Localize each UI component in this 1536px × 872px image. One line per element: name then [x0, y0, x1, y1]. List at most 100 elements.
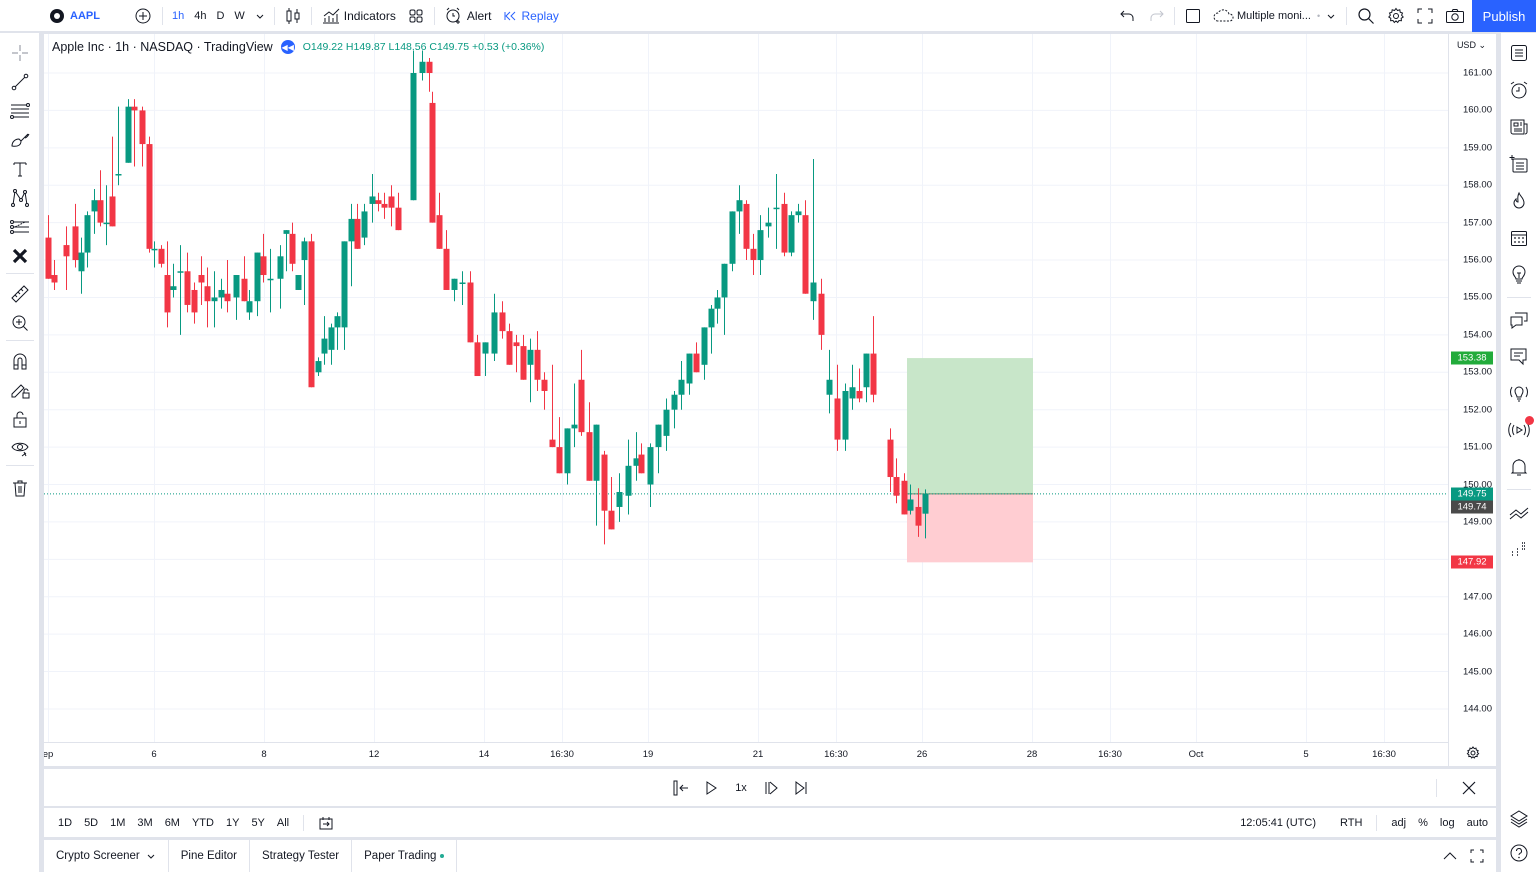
range-1y[interactable]: 1Y — [225, 816, 240, 829]
interval-d[interactable]: D — [216, 9, 225, 22]
undo-icon — [1120, 10, 1134, 21]
compare-add-button[interactable] — [128, 0, 158, 32]
log-toggle[interactable]: log — [1439, 816, 1455, 829]
prediction-tool[interactable] — [8, 215, 32, 239]
remove-drawings-tool[interactable] — [8, 244, 32, 268]
go-to-date-button[interactable] — [312, 816, 340, 830]
add-text-note-button[interactable] — [1507, 152, 1531, 176]
help-button[interactable] — [1507, 841, 1531, 865]
currency-select[interactable]: USD ⌄ — [1456, 40, 1486, 50]
watchlist-button[interactable] — [1507, 41, 1531, 65]
snapshot-button[interactable] — [1439, 0, 1471, 32]
crosshair-tool[interactable] — [8, 41, 32, 65]
range-5y[interactable]: 5Y — [251, 816, 265, 829]
close-replay-button[interactable] — [1458, 777, 1480, 799]
pattern-tool[interactable] — [8, 186, 32, 210]
percent-toggle[interactable]: % — [1418, 816, 1428, 829]
price-tick: 154.00 — [1462, 329, 1492, 341]
object-tree-button[interactable] — [1507, 807, 1531, 831]
replay-mode-icon[interactable]: ◀◀ — [280, 40, 295, 54]
symbol-search[interactable]: AAPL — [0, 0, 106, 32]
time-axis[interactable]: ep 6 8 12 14 16:30 19 21 16:30 26 28 16:30 Oct 5 16:30 — [44, 742, 1448, 766]
tab-label: Crypto Screener — [56, 850, 140, 862]
publish-button[interactable]: Publish — [1472, 0, 1536, 32]
chart-pane[interactable]: Apple Inc · 1h · NASDAQ · TradingView ◀◀… — [44, 34, 1496, 766]
chart-settings-button[interactable] — [1466, 746, 1480, 760]
layout-name-button[interactable]: Multiple moni... • — [1207, 0, 1342, 32]
auto-toggle[interactable]: auto — [1466, 816, 1488, 829]
undo-button[interactable] — [1114, 0, 1142, 32]
range-ytd[interactable]: YTD — [191, 816, 214, 829]
brush-tool[interactable] — [8, 128, 32, 152]
calendar-button[interactable] — [1507, 226, 1531, 250]
hotlists-button[interactable] — [1507, 189, 1531, 213]
alert-button[interactable]: Alert — [439, 0, 498, 32]
price-axis[interactable]: USD ⌄ 161.00 160.00 159.00 158.00 157.00 156.… — [1448, 34, 1496, 766]
fib-tool[interactable] — [8, 99, 32, 123]
notifications-button[interactable] — [1507, 455, 1531, 479]
divider — [1436, 779, 1437, 797]
settings-button[interactable] — [1381, 0, 1411, 32]
measure-tool[interactable] — [8, 282, 32, 306]
zoom-in-tool[interactable] — [8, 311, 32, 335]
stay-in-drawing-tool[interactable] — [8, 378, 32, 402]
speed-button[interactable]: 1x — [735, 782, 747, 794]
ideas-button[interactable] — [1507, 263, 1531, 287]
bottom-panel-tabs: Crypto Screener Pine Editor Strategy Tes… — [44, 840, 1496, 872]
play-button[interactable] — [700, 777, 722, 799]
replay-button[interactable]: Replay — [498, 0, 565, 32]
news-button[interactable] — [1507, 115, 1531, 139]
right-widget-bar — [1500, 33, 1536, 872]
rewind-icon — [504, 11, 515, 20]
delete-tool[interactable] — [8, 476, 32, 500]
search-button[interactable] — [1351, 0, 1381, 32]
templates-button[interactable] — [402, 0, 430, 32]
interval-dropdown[interactable] — [250, 0, 270, 32]
bell-icon — [1510, 459, 1528, 476]
jump-to-realtime-button[interactable] — [790, 777, 812, 799]
fullscreen-button[interactable] — [1411, 0, 1439, 32]
trading-panel-button[interactable] — [1507, 500, 1531, 524]
candlestick-chart[interactable] — [44, 34, 1448, 742]
price-tick: 145.00 — [1462, 666, 1492, 678]
range-6m[interactable]: 6M — [164, 816, 180, 829]
interval-1h[interactable]: 1h — [171, 9, 185, 22]
session-toggle[interactable]: RTH — [1340, 816, 1363, 829]
idea-streams-button[interactable] — [1507, 381, 1531, 405]
price-label: 149.74 — [1451, 500, 1493, 514]
clock-display[interactable]: 12:05:41 (UTC) — [1240, 816, 1316, 829]
lock-drawings-tool[interactable] — [8, 407, 32, 431]
divider — [6, 465, 34, 466]
indicators-button[interactable]: Indicators — [316, 0, 402, 32]
magnet-tool[interactable] — [8, 349, 32, 373]
maximize-panel-button[interactable] — [1434, 850, 1466, 862]
interval-w[interactable]: W — [234, 9, 245, 22]
redo-button[interactable] — [1142, 0, 1170, 32]
profit-zone — [907, 358, 1033, 494]
step-forward-button[interactable] — [760, 777, 782, 799]
trendline-tool[interactable] — [8, 70, 32, 94]
text-tool[interactable] — [8, 157, 32, 181]
chats-button[interactable] — [1507, 308, 1531, 332]
panel-fullscreen-button[interactable] — [1466, 849, 1496, 863]
adj-toggle[interactable]: adj — [1391, 816, 1407, 829]
layout-select-button[interactable] — [1179, 0, 1207, 32]
select-bar-button[interactable] — [670, 777, 692, 799]
range-5d[interactable]: 5D — [84, 816, 99, 829]
chart-type-button[interactable] — [279, 0, 307, 32]
range-3m[interactable]: 3M — [137, 816, 153, 829]
range-1d[interactable]: 1D — [58, 816, 73, 829]
range-1m[interactable]: 1M — [110, 816, 126, 829]
tab-crypto-screener[interactable]: Crypto Screener — [44, 840, 169, 872]
tab-strategy-tester[interactable]: Strategy Tester — [250, 840, 353, 872]
streams-button[interactable] — [1507, 416, 1534, 442]
messages-button[interactable] — [1507, 344, 1531, 368]
interval-4h[interactable]: 4h — [194, 9, 207, 22]
dom-button[interactable] — [1507, 536, 1531, 560]
range-all[interactable]: All — [276, 816, 290, 829]
divider — [433, 6, 435, 25]
tab-paper-trading[interactable]: Paper Trading — [352, 840, 458, 872]
tab-pine-editor[interactable]: Pine Editor — [169, 840, 250, 872]
hide-drawings-tool[interactable] — [8, 436, 32, 460]
alerts-button[interactable] — [1507, 78, 1531, 102]
